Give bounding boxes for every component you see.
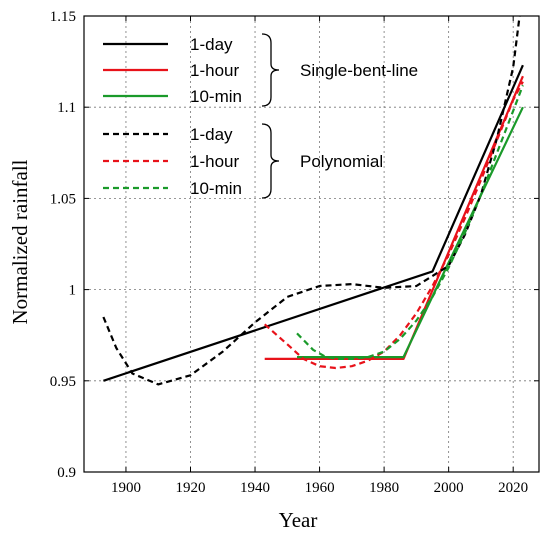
y-tick-label: 1 — [69, 283, 77, 299]
x-tick-label: 2020 — [498, 480, 528, 496]
polynomial-1-day-line — [102, 16, 521, 386]
plot-frame — [83, 15, 540, 473]
y-axis-label: Normalized rainfall — [8, 159, 32, 324]
x-tick-label: 2000 — [434, 480, 464, 496]
y-tick-label: 1.05 — [50, 191, 76, 207]
legend-label: 1-hour — [190, 61, 239, 80]
y-tick-labels: 0.9 0.95 1 1.05 1.1 1.15 — [50, 9, 76, 481]
polynomial-1-hour-line — [263, 81, 524, 370]
legend-brace — [261, 123, 280, 199]
x-tick-label: 1900 — [111, 480, 141, 496]
x-axis-label: Year — [279, 508, 318, 532]
single-bent-line-1-hour-line — [264, 75, 524, 360]
legend-label: 1-day — [190, 125, 233, 144]
series-lines — [102, 16, 524, 386]
grid — [84, 15, 539, 473]
legend-label: 10-min — [190, 87, 242, 106]
x-tick-labels: 1900 1920 1940 1960 1980 2000 2020 — [111, 480, 528, 496]
x-tick-label: 1960 — [305, 480, 335, 496]
x-tick-label: 1920 — [175, 480, 205, 496]
y-tick-label: 1.1 — [57, 100, 76, 116]
legend-label: 1-hour — [190, 152, 239, 171]
x-tick-label: 1940 — [240, 480, 270, 496]
legend-brace — [261, 33, 280, 107]
legend-label: 1-day — [190, 35, 233, 54]
legend-label: 10-min — [190, 179, 242, 198]
x-tick-label: 1980 — [369, 480, 399, 496]
polynomial-10-min-line — [296, 84, 524, 360]
y-tick-label: 0.95 — [50, 374, 76, 390]
legend-group-label: Single-bent-line — [300, 61, 418, 80]
legend-group-label: Polynomial — [300, 152, 383, 171]
y-tick-label: 1.15 — [50, 9, 76, 25]
single-bent-line-1-day-line — [103, 64, 524, 382]
legend: 1-day 1-hour 10-min 1-day 1-hour 10-min Single… — [103, 33, 418, 199]
y-tick-label: 0.9 — [57, 465, 76, 481]
